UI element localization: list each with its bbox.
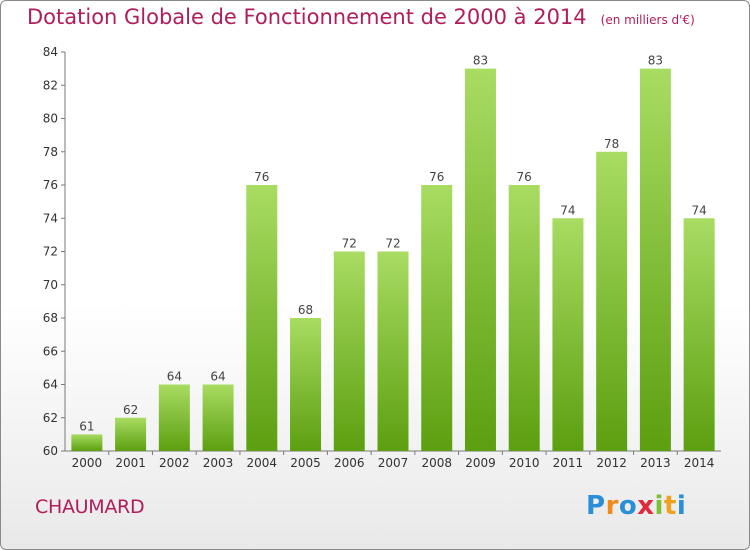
y-tick-label: 84 bbox=[43, 45, 58, 59]
y-tick-label: 74 bbox=[43, 211, 58, 225]
x-tick-label: 2008 bbox=[421, 456, 452, 470]
axes-group: 60 62 64 66 68 70 72 74 76 78 80 82 84 bbox=[43, 45, 721, 458]
chart-title: Dotation Globale de Fonctionnement de 20… bbox=[27, 5, 587, 29]
x-tick-label: 2002 bbox=[159, 456, 190, 470]
x-tick-label: 2011 bbox=[553, 456, 584, 470]
bar bbox=[202, 384, 234, 451]
x-tick-label: 2003 bbox=[203, 456, 234, 470]
y-tick-label: 60 bbox=[43, 444, 58, 458]
y-tick-label: 70 bbox=[43, 278, 58, 292]
x-tick-label: 2012 bbox=[596, 456, 627, 470]
labels-group: 2000 61 2001 62 2002 64 2003 64 2004 76 2005 68 2006… bbox=[72, 54, 715, 470]
y-tick-label: 80 bbox=[43, 112, 58, 126]
bar bbox=[115, 417, 147, 451]
y-tick-label: 66 bbox=[43, 344, 58, 358]
logo-letter-i2: i bbox=[676, 491, 687, 521]
x-tick-label: 2005 bbox=[290, 456, 321, 470]
bar bbox=[290, 318, 322, 451]
logo-letter-i: i bbox=[654, 491, 664, 521]
data-label: 72 bbox=[342, 237, 357, 251]
data-label: 74 bbox=[560, 203, 575, 217]
data-label: 68 bbox=[298, 303, 313, 317]
bar bbox=[596, 151, 628, 451]
x-tick-label: 2000 bbox=[72, 456, 103, 470]
logo-letter-o: o bbox=[618, 491, 638, 521]
data-label: 83 bbox=[648, 54, 663, 68]
data-label: 76 bbox=[517, 170, 532, 184]
bar bbox=[464, 68, 496, 451]
bar bbox=[683, 218, 715, 451]
y-tick-label: 72 bbox=[43, 245, 58, 259]
data-label: 76 bbox=[429, 170, 444, 184]
data-label: 76 bbox=[254, 170, 269, 184]
bars-group bbox=[71, 68, 715, 451]
title-row: Dotation Globale de Fonctionnement de 20… bbox=[27, 5, 695, 29]
data-label: 78 bbox=[604, 137, 619, 151]
y-tick-label: 68 bbox=[43, 311, 58, 325]
commune-name: CHAUMARD bbox=[35, 496, 145, 518]
y-tick-label: 78 bbox=[43, 145, 58, 159]
bar bbox=[246, 185, 278, 451]
x-tick-label: 2009 bbox=[465, 456, 496, 470]
x-tick-label: 2007 bbox=[378, 456, 409, 470]
x-tick-label: 2006 bbox=[334, 456, 365, 470]
data-label: 83 bbox=[473, 54, 488, 68]
y-tick-label: 76 bbox=[43, 178, 58, 192]
x-tick-label: 2001 bbox=[115, 456, 146, 470]
data-label: 64 bbox=[210, 370, 225, 384]
bar bbox=[552, 218, 584, 451]
bar bbox=[158, 384, 190, 451]
logo-letter-x: x bbox=[637, 491, 655, 521]
logo-letter-p: P bbox=[586, 491, 606, 521]
bar bbox=[421, 185, 453, 451]
bar bbox=[333, 251, 365, 451]
bar bbox=[377, 251, 409, 451]
x-tick-label: 2010 bbox=[509, 456, 540, 470]
bar bbox=[639, 68, 671, 451]
x-tick-label: 2014 bbox=[684, 456, 715, 470]
logo-letter-r: r bbox=[605, 491, 619, 521]
y-tick-label: 62 bbox=[43, 411, 58, 425]
logo-letter-t: t bbox=[663, 491, 677, 521]
data-label: 62 bbox=[123, 403, 138, 417]
proxiti-logo: Proxiti bbox=[586, 491, 686, 521]
bar bbox=[71, 434, 103, 451]
y-tick-label: 82 bbox=[43, 78, 58, 92]
chart-subtitle: (en milliers d'€) bbox=[600, 13, 695, 27]
bar bbox=[508, 185, 540, 451]
data-label: 74 bbox=[691, 203, 706, 217]
y-tick-label: 64 bbox=[43, 378, 58, 392]
data-label: 72 bbox=[385, 237, 400, 251]
data-label: 61 bbox=[79, 419, 94, 433]
x-tick-label: 2013 bbox=[640, 456, 671, 470]
x-tick-label: 2004 bbox=[247, 456, 278, 470]
data-label: 64 bbox=[167, 370, 182, 384]
